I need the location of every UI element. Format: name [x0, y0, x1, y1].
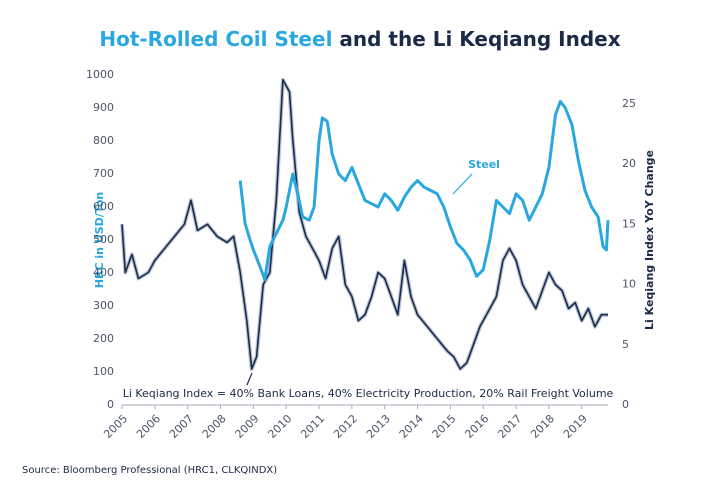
x-tick-label: 2010 [265, 412, 294, 441]
x-tick-label: 2009 [233, 412, 262, 441]
formula-annotation: Li Keqiang Index = 40% Bank Loans, 40% E… [123, 387, 614, 400]
y-tick-label: 500 [93, 233, 114, 246]
y-tick-label: 900 [93, 101, 114, 114]
y-tick-label: 400 [93, 266, 114, 279]
y-tick-label: 800 [93, 134, 114, 147]
title-highlight: Hot-Rolled Coil Steel [99, 27, 332, 51]
y2-tick-label: 0 [622, 398, 629, 411]
y-tick-label: 700 [93, 167, 114, 180]
x-tick-label: 2007 [167, 412, 196, 441]
y-tick-label: 300 [93, 299, 114, 312]
formula-arrow [246, 372, 253, 386]
y-tick-label: 600 [93, 200, 114, 213]
y2-tick-label: 10 [622, 278, 636, 291]
y-axis-label: HRC in USD/Ton [93, 192, 106, 288]
source: Source: Bloomberg Professional (HRC1, CL… [22, 465, 277, 476]
chart-title: Hot-Rolled Coil Steel and the Li Keqiang… [99, 27, 620, 51]
steel-arrow [452, 173, 473, 195]
y2-tick-label: 20 [622, 157, 636, 170]
y2-tick-label: 5 [622, 338, 629, 351]
y2-tick-label: 15 [622, 217, 636, 230]
x-tick-label: 2015 [430, 412, 459, 441]
x-tick-label: 2005 [101, 412, 130, 441]
title-rest: and the Li Keqiang Index [332, 27, 620, 51]
x-tick-label: 2006 [134, 412, 163, 441]
x-tick-label: 2008 [200, 412, 229, 441]
x-tick-label: 2016 [462, 412, 491, 441]
y-tick-label: 200 [93, 332, 114, 345]
y-tick-label: 100 [93, 365, 114, 378]
x-tick-label: 2014 [397, 412, 426, 441]
y2-tick-label: 25 [622, 97, 636, 110]
series-line [121, 79, 608, 370]
x-tick-label: 2011 [298, 412, 327, 441]
x-tick-label: 2019 [561, 412, 590, 441]
x-tick-label: 2013 [364, 412, 393, 441]
y-tick-label: 0 [107, 398, 114, 411]
line-halo [120, 77, 608, 371]
steel-annotation: Steel [468, 158, 500, 171]
x-tick-label: 2017 [495, 412, 524, 441]
x-tick-label: 2012 [331, 412, 360, 441]
series-line [238, 99, 610, 282]
x-tick-label: 2018 [528, 412, 557, 441]
y2-axis-label: Li Keqiang Index YoY Change [643, 150, 656, 330]
y-tick-label: 1000 [86, 68, 114, 81]
